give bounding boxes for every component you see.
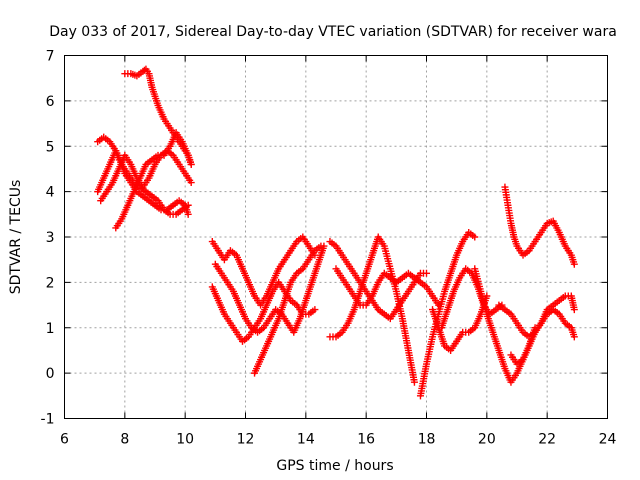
data-point (423, 269, 430, 277)
x-tick-label: 8 (120, 432, 129, 448)
y-tick-label: 4 (46, 185, 55, 201)
data-point (570, 306, 578, 314)
y-tick-label: 0 (46, 366, 55, 382)
data-point (317, 242, 325, 250)
x-tick-label: 10 (176, 432, 194, 448)
series-arc-q (501, 183, 578, 268)
grid (64, 55, 608, 419)
series-arc-e (121, 65, 195, 168)
y-tick-label: 2 (46, 275, 55, 291)
x-tick-label: 6 (60, 432, 69, 448)
y-tick-label: 7 (46, 49, 55, 65)
x-tick-label: 20 (478, 432, 496, 448)
data-point (184, 201, 192, 209)
series-arc-j (326, 238, 430, 323)
data-marks (94, 65, 578, 400)
x-tick-label: 22 (538, 432, 556, 448)
x-axis-label: GPS time / hours (276, 458, 393, 474)
y-tick-label: 1 (46, 321, 55, 337)
series-arc-c (97, 147, 195, 205)
x-tick-label: 14 (297, 432, 315, 448)
series-arc-b (94, 133, 192, 218)
series-arc-i (251, 242, 325, 377)
series-arc-m (416, 228, 479, 400)
y-tick-label: 5 (46, 139, 55, 155)
data-point (187, 179, 195, 187)
series-arc-d (112, 129, 195, 232)
series-arc-l (332, 265, 443, 309)
data-point (471, 233, 479, 241)
y-tick-label: 3 (46, 230, 55, 246)
chart-title: Day 033 of 2017, Sidereal Day-to-day VTE… (49, 24, 617, 40)
series-arc-f (208, 233, 319, 309)
x-tick-label: 12 (237, 432, 255, 448)
data-point (410, 378, 418, 386)
data-point (187, 160, 195, 168)
y-tick-label: -1 (41, 412, 55, 428)
x-tick-label: 24 (599, 432, 617, 448)
data-point (570, 260, 578, 268)
data-point (184, 210, 192, 218)
data-point (570, 333, 578, 341)
series-arc-p (471, 265, 539, 386)
series-arc-s (507, 306, 578, 368)
x-tick-label: 18 (418, 432, 436, 448)
x-tick-label: 16 (357, 432, 375, 448)
data-point (311, 306, 319, 314)
y-axis-label: SDTVAR / TECUs (8, 180, 24, 295)
series-arc-h (211, 242, 328, 336)
y-tick-label: 6 (46, 94, 55, 110)
